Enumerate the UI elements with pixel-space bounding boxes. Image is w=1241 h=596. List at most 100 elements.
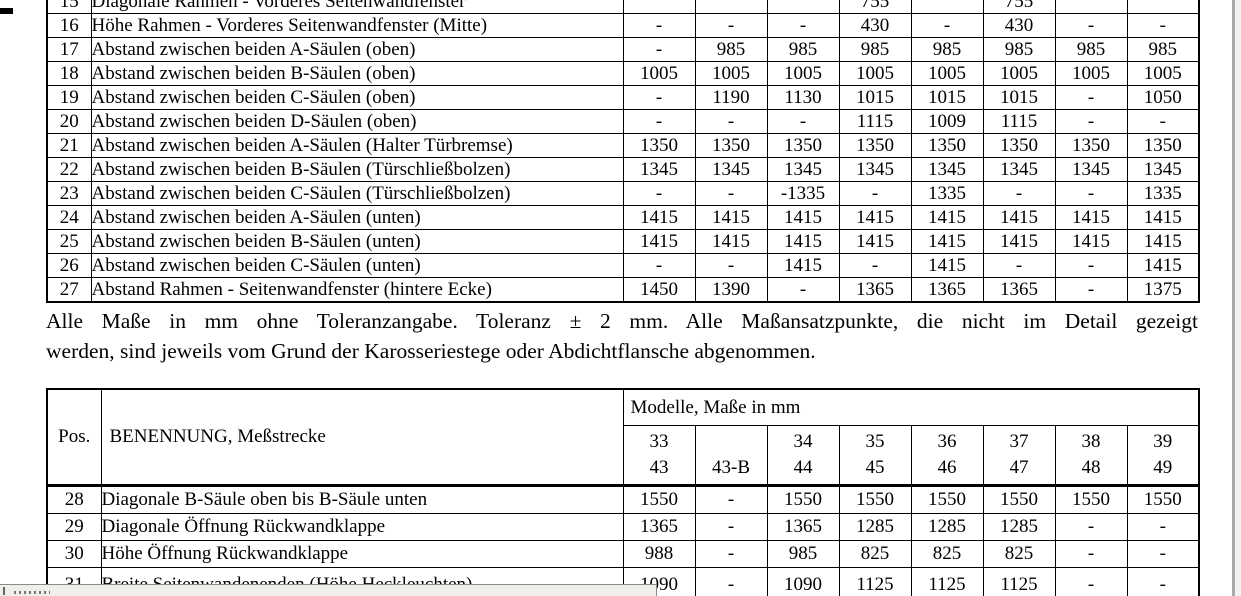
scrollbar-track[interactable] — [1235, 0, 1241, 596]
value-cell: 988 — [622, 540, 696, 568]
table-row: 29 Diagonale Öffnung Rückwandklappe 1365-1… — [46, 513, 1200, 541]
value-cell: 985 — [910, 37, 984, 62]
value-cell — [1126, 0, 1200, 14]
tolerance-note: Alle Maße in mm ohne Toleranzangabe. Tol… — [46, 306, 1198, 366]
value-cell: 1345 — [838, 157, 912, 182]
measurement-table-lower: Pos. BENENNUNG, Meßstrecke Modelle, Maße… — [46, 388, 1201, 596]
value-cell: 1415 — [694, 205, 768, 230]
table-row: 19 Abstand zwischen beiden C-Säulen (oben… — [46, 85, 1200, 110]
pos-cell: 21 — [46, 133, 92, 158]
value-cell: - — [1054, 85, 1128, 110]
value-cell: - — [622, 253, 696, 278]
label-cell: Abstand zwischen beiden C-Säulen (unten) — [90, 253, 624, 278]
value-cell: 1415 — [982, 205, 1056, 230]
value-cell: 1415 — [1126, 205, 1200, 230]
value-cell: 1390 — [694, 277, 768, 303]
model-top-label: 34 — [793, 431, 813, 452]
table-row: 15 Diagonale Rahmen - Vorderes Seitenwand… — [46, 0, 1200, 14]
value-cell: - — [1054, 540, 1128, 568]
value-cell: 1015 — [982, 85, 1056, 110]
value-cell: 1005 — [838, 61, 912, 86]
table-row: 30 Höhe Öffnung Rückwandklappe 988-985 825 8… — [46, 540, 1200, 568]
value-cell: 1005 — [910, 61, 984, 86]
value-cell: 1415 — [910, 205, 984, 230]
value-cell: 1365 — [766, 513, 840, 541]
value-cell: 1190 — [694, 85, 768, 110]
label-cell: Diagonale Rahmen - Vorderes Seitenwandfe… — [90, 0, 624, 14]
pos-cell: 17 — [46, 37, 92, 62]
table-row: 21 Abstand zwischen beiden A-Säulen (Halt… — [46, 133, 1200, 158]
value-cell: 1550 — [982, 485, 1056, 514]
value-cell: - — [1054, 277, 1128, 303]
value-cell: 1345 — [1054, 157, 1128, 182]
statusbar-fragment — [0, 584, 657, 596]
model-header-row: 33 43 43-B 34 44 35 45 36 46 37 47 38 48 39 49 — [47, 425, 1200, 487]
pos-cell: 28 — [46, 485, 102, 514]
value-cell: 1450 — [622, 277, 696, 303]
value-cell: 1365 — [982, 277, 1056, 303]
model-bottom-label: 43-B — [712, 457, 750, 478]
label-cell: Abstand zwischen beiden C-Säulen (oben) — [90, 85, 624, 110]
upper-table-body: 15 Diagonale Rahmen - Vorderes Seitenwand… — [46, 0, 1200, 303]
value-cell: 1115 — [982, 109, 1056, 134]
value-cell: 985 — [694, 37, 768, 62]
table-row: 20 Abstand zwischen beiden D-Säulen (oben… — [46, 109, 1200, 134]
pos-cell: 16 — [46, 13, 92, 38]
pos-cell: 19 — [46, 85, 92, 110]
value-cell: - — [910, 13, 984, 38]
value-cell: 755 — [982, 0, 1056, 14]
value-cell: - — [622, 13, 696, 38]
value-cell: 1345 — [910, 157, 984, 182]
value-cell: - — [1054, 109, 1128, 134]
model-column-header: 39 49 — [1126, 425, 1200, 487]
value-cell: 1415 — [838, 205, 912, 230]
value-cell: 1285 — [982, 513, 1056, 541]
model-column-header: 34 44 — [766, 425, 840, 487]
model-column-header: 33 43 — [622, 425, 696, 487]
value-cell: - — [622, 109, 696, 134]
table-row: 23 Abstand zwischen beiden C-Säulen (Türs… — [46, 181, 1200, 206]
model-column-header: 35 45 — [838, 425, 912, 487]
value-cell: 1350 — [1126, 133, 1200, 158]
value-cell: - — [694, 485, 768, 514]
value-cell: 1415 — [1126, 229, 1200, 254]
model-top-label: 35 — [865, 431, 885, 452]
value-cell: 1415 — [910, 229, 984, 254]
value-cell: 1125 — [982, 567, 1056, 596]
value-cell: 1375 — [1126, 277, 1200, 303]
value-cell: - — [1054, 13, 1128, 38]
value-cell: - — [1126, 13, 1200, 38]
pos-cell: 23 — [46, 181, 92, 206]
value-cell: 985 — [1054, 37, 1128, 62]
model-top-label: 36 — [937, 431, 957, 452]
model-column-header: 37 47 — [982, 425, 1056, 487]
value-cell: 1415 — [622, 229, 696, 254]
value-cell: 825 — [910, 540, 984, 568]
window-edge-line — [1232, 0, 1235, 596]
value-cell: 1415 — [910, 253, 984, 278]
value-cell: 1345 — [694, 157, 768, 182]
value-cell: 1005 — [766, 61, 840, 86]
value-cell: - — [1054, 513, 1128, 541]
value-cell: 825 — [982, 540, 1056, 568]
value-cell: 1005 — [1054, 61, 1128, 86]
table-row: 17 Abstand zwischen beiden A-Säulen (oben… — [46, 37, 1200, 62]
value-cell: 1550 — [910, 485, 984, 514]
value-cell: - — [1054, 567, 1128, 596]
model-bottom-label: 43 — [649, 457, 669, 478]
measurement-table-upper: 15 Diagonale Rahmen - Vorderes Seitenwand… — [46, 0, 1200, 303]
model-column-header: 43-B — [694, 425, 768, 487]
value-cell: 1550 — [622, 485, 696, 514]
value-cell: - — [838, 253, 912, 278]
value-cell: 985 — [766, 37, 840, 62]
model-top-label: 33 — [649, 431, 669, 452]
value-cell — [766, 0, 840, 14]
value-cell: 1345 — [982, 157, 1056, 182]
tolerance-note-line: Alle Maße in mm ohne Toleranzangabe. Tol… — [46, 309, 1198, 333]
model-bottom-label: 48 — [1081, 457, 1101, 478]
statusbar-text-fragment — [14, 591, 50, 594]
value-cell: - — [622, 181, 696, 206]
pos-cell: 29 — [46, 513, 102, 541]
value-cell: 1285 — [910, 513, 984, 541]
